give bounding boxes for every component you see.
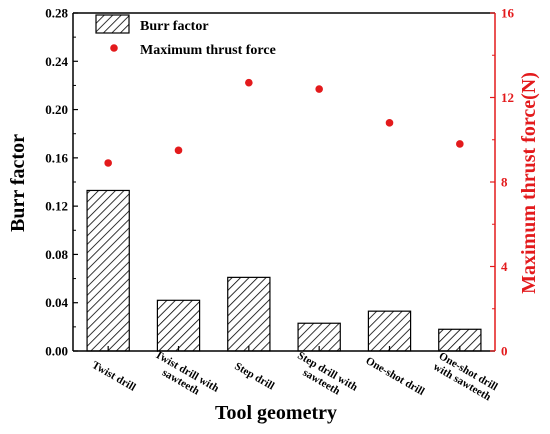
- thrust-point-2: [245, 78, 253, 87]
- x-tick-label-5: One-shot drillwith sawteeth: [431, 350, 500, 404]
- legend-label-thrust: Maximum thrust force: [140, 43, 276, 58]
- bar-4: [367, 310, 412, 352]
- x-tick-label-2: Step drill: [232, 360, 276, 392]
- x-tick-label-line: One-shot drill: [364, 355, 427, 398]
- y-right-tick-label-0: 0: [501, 344, 508, 359]
- y-right-tick-label-4: 16: [501, 6, 515, 21]
- thrust-point-5: [456, 140, 464, 148]
- y-left-tick-label-2: 0.08: [45, 247, 68, 262]
- x-tick-label-0: Twist drill: [90, 359, 138, 394]
- y-left-tick-label-6: 0.24: [45, 54, 68, 69]
- bar-2: [227, 276, 271, 352]
- thrust-point-4: [385, 119, 394, 127]
- x-tick-label-line: Step drill: [232, 360, 276, 392]
- y-right-tick-label-2: 8: [501, 175, 508, 190]
- y-left-axis-title: Burr factor: [7, 134, 29, 232]
- legend-bar-swatch: [95, 14, 130, 34]
- y-right-axis-title: Maximum thrust force(N): [518, 72, 540, 294]
- thrust-point-1: [174, 146, 183, 155]
- legend: Burr factor Maximum thrust force: [95, 14, 276, 58]
- y-left-tick-label-7: 0.28: [45, 6, 68, 21]
- thrust-point-3: [315, 85, 323, 93]
- bar-0: [86, 189, 130, 352]
- y-left-tick-label-4: 0.16: [45, 150, 68, 165]
- y-left-tick-label-5: 0.20: [45, 102, 68, 117]
- legend-point-swatch: [110, 44, 118, 52]
- x-tick-label-4: One-shot drill: [364, 355, 427, 398]
- x-axis-title: Tool geometry: [215, 402, 337, 424]
- thrust-point-0: [104, 159, 112, 167]
- y-right-tick-label-3: 12: [501, 90, 514, 105]
- y-left-tick-label-0: 0.00: [45, 344, 68, 359]
- y-right-tick-label-1: 4: [501, 259, 508, 274]
- x-tick-label-line: Twist drill: [90, 359, 138, 394]
- legend-label-burr: Burr factor: [140, 19, 209, 34]
- y-left-tick-label-3: 0.12: [45, 199, 68, 214]
- bar-1: [156, 299, 201, 352]
- y-left-tick-label-1: 0.04: [45, 295, 68, 310]
- x-tick-label-3: Step drill withsawteeth: [289, 350, 359, 404]
- x-tick-label-1: Twist drill withsawteeth: [147, 348, 221, 405]
